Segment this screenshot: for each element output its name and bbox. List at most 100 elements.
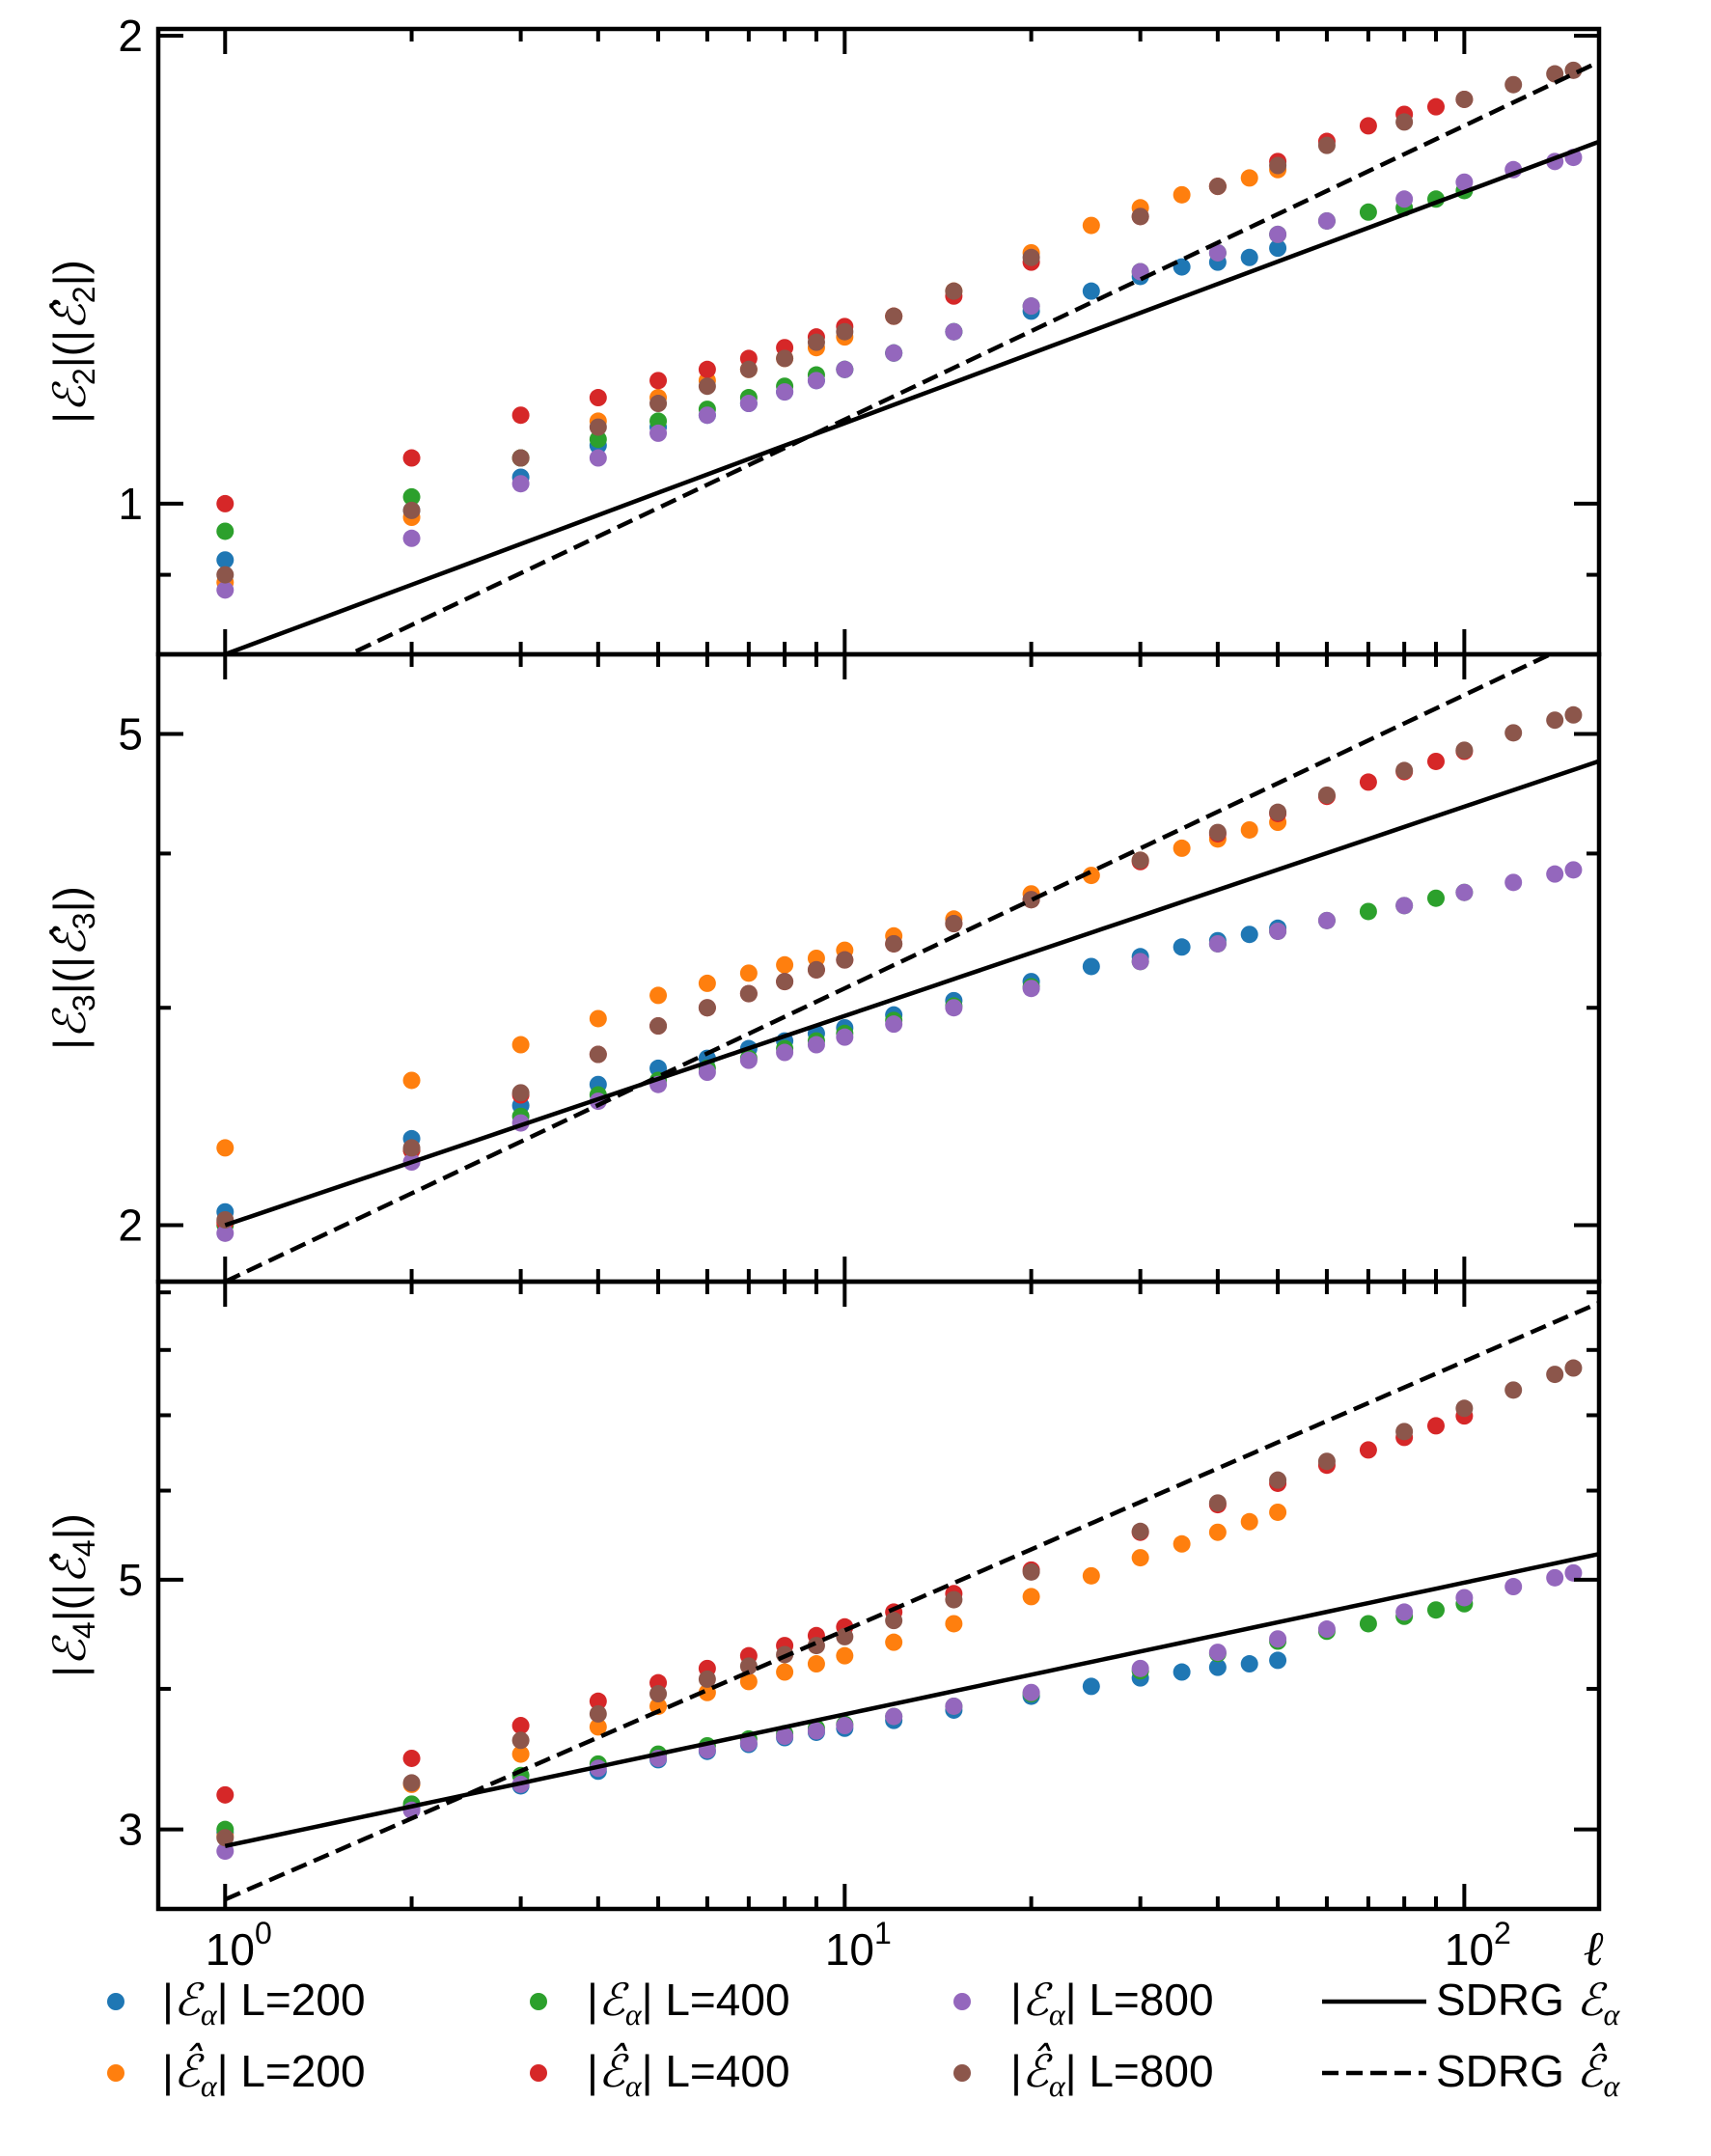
data-point (836, 1627, 854, 1645)
data-point (589, 430, 607, 449)
data-point (589, 1692, 607, 1710)
panel-bottom: 3 5 |ℰ4|(|ℰ̂4|) (44, 1279, 1602, 1912)
data-point (511, 1036, 530, 1054)
data-point (1082, 1677, 1100, 1696)
data-point (698, 999, 716, 1017)
data-point (649, 986, 668, 1005)
data-point (739, 984, 758, 1003)
legend-entry: |ℰα| L=800 (953, 1975, 1214, 2032)
data-point (739, 1657, 758, 1675)
data-point (698, 377, 716, 396)
data-point (1082, 216, 1100, 235)
data-point (1240, 926, 1258, 944)
data-point (1504, 1381, 1523, 1399)
data-point (836, 1717, 854, 1735)
data-point (1131, 953, 1149, 971)
data-point (836, 1646, 854, 1665)
y-tick-label: 2 (118, 1200, 143, 1250)
data-point (216, 551, 235, 569)
legend-entry: |ℰα| L=200 (107, 1975, 366, 2032)
sdrg-fit-solid-line (224, 139, 1599, 654)
data-point (1426, 1601, 1445, 1619)
data-point (1455, 1399, 1474, 1418)
sdrg-fit-dashed-line (224, 654, 1556, 1282)
data-point (649, 1697, 668, 1715)
legend-entry: SDRG ℰα (1322, 1975, 1621, 2032)
data-point (1082, 1566, 1100, 1585)
data-point (1504, 1578, 1523, 1596)
data-point (1359, 902, 1377, 921)
data-point (945, 1590, 963, 1609)
series-5 (216, 705, 1583, 1229)
data-point (511, 1731, 530, 1750)
data-point (1173, 1534, 1191, 1553)
data-point (1208, 243, 1227, 262)
data-point (807, 1036, 825, 1054)
data-point (1082, 867, 1100, 885)
data-point (776, 1728, 794, 1746)
series-1 (216, 814, 1287, 1157)
data-point (1131, 1549, 1149, 1567)
legend-label: SDRG ℰα (1436, 1975, 1621, 2032)
data-point (1426, 97, 1445, 116)
data-point (649, 1017, 668, 1036)
data-point (1564, 1563, 1583, 1582)
data-point (1131, 1659, 1149, 1677)
data-point (1269, 156, 1287, 175)
y-tick-label: 5 (118, 1555, 143, 1605)
data-point (589, 1718, 607, 1736)
data-point (511, 1084, 530, 1102)
data-point (739, 360, 758, 378)
data-point (1173, 1663, 1191, 1681)
data-point (1022, 1683, 1040, 1701)
data-point (402, 1071, 421, 1090)
data-point (776, 955, 794, 974)
data-point (589, 418, 607, 436)
data-point (945, 999, 963, 1017)
data-point (807, 333, 825, 351)
series-3 (216, 90, 1474, 512)
data-point (1546, 711, 1564, 730)
data-point (1359, 1441, 1377, 1459)
sdrg-fit-solid-line (224, 1552, 1599, 1849)
data-point (1359, 1615, 1377, 1633)
legend-label: |ℰα| L=200 (162, 1975, 366, 2032)
series-3 (216, 1407, 1474, 1804)
data-point (1208, 1658, 1227, 1676)
data-point (511, 1745, 530, 1763)
y-tick-label: 1 (118, 479, 143, 529)
data-point (739, 1051, 758, 1069)
data-point (1317, 786, 1336, 804)
data-point (216, 494, 235, 512)
data-point (402, 1139, 421, 1157)
data-point (1269, 1630, 1287, 1648)
plot-area (216, 60, 1599, 654)
y-tick-label: 5 (118, 708, 143, 759)
data-point (885, 1633, 903, 1651)
sdrg-fit-solid-line (224, 759, 1599, 1228)
data-point (511, 449, 530, 467)
data-point (1564, 861, 1583, 879)
series-5 (216, 1359, 1583, 1847)
data-point (1546, 865, 1564, 883)
data-point (216, 1785, 235, 1804)
data-point (1022, 891, 1040, 909)
data-point (885, 1707, 903, 1726)
data-point (511, 475, 530, 493)
data-point (402, 501, 421, 519)
data-point (1455, 173, 1474, 191)
data-point (1504, 873, 1523, 892)
data-point (216, 1224, 235, 1242)
data-point (1082, 282, 1100, 300)
data-point (1208, 823, 1227, 842)
data-point (807, 960, 825, 979)
data-point (402, 529, 421, 547)
x-tick-label: 102 (1445, 1916, 1511, 1975)
data-point (1395, 190, 1414, 208)
data-point (1504, 75, 1523, 94)
data-point (698, 1064, 716, 1082)
data-point (1546, 65, 1564, 83)
data-point (836, 1028, 854, 1046)
legend-marker (107, 2064, 124, 2082)
data-point (511, 406, 530, 425)
